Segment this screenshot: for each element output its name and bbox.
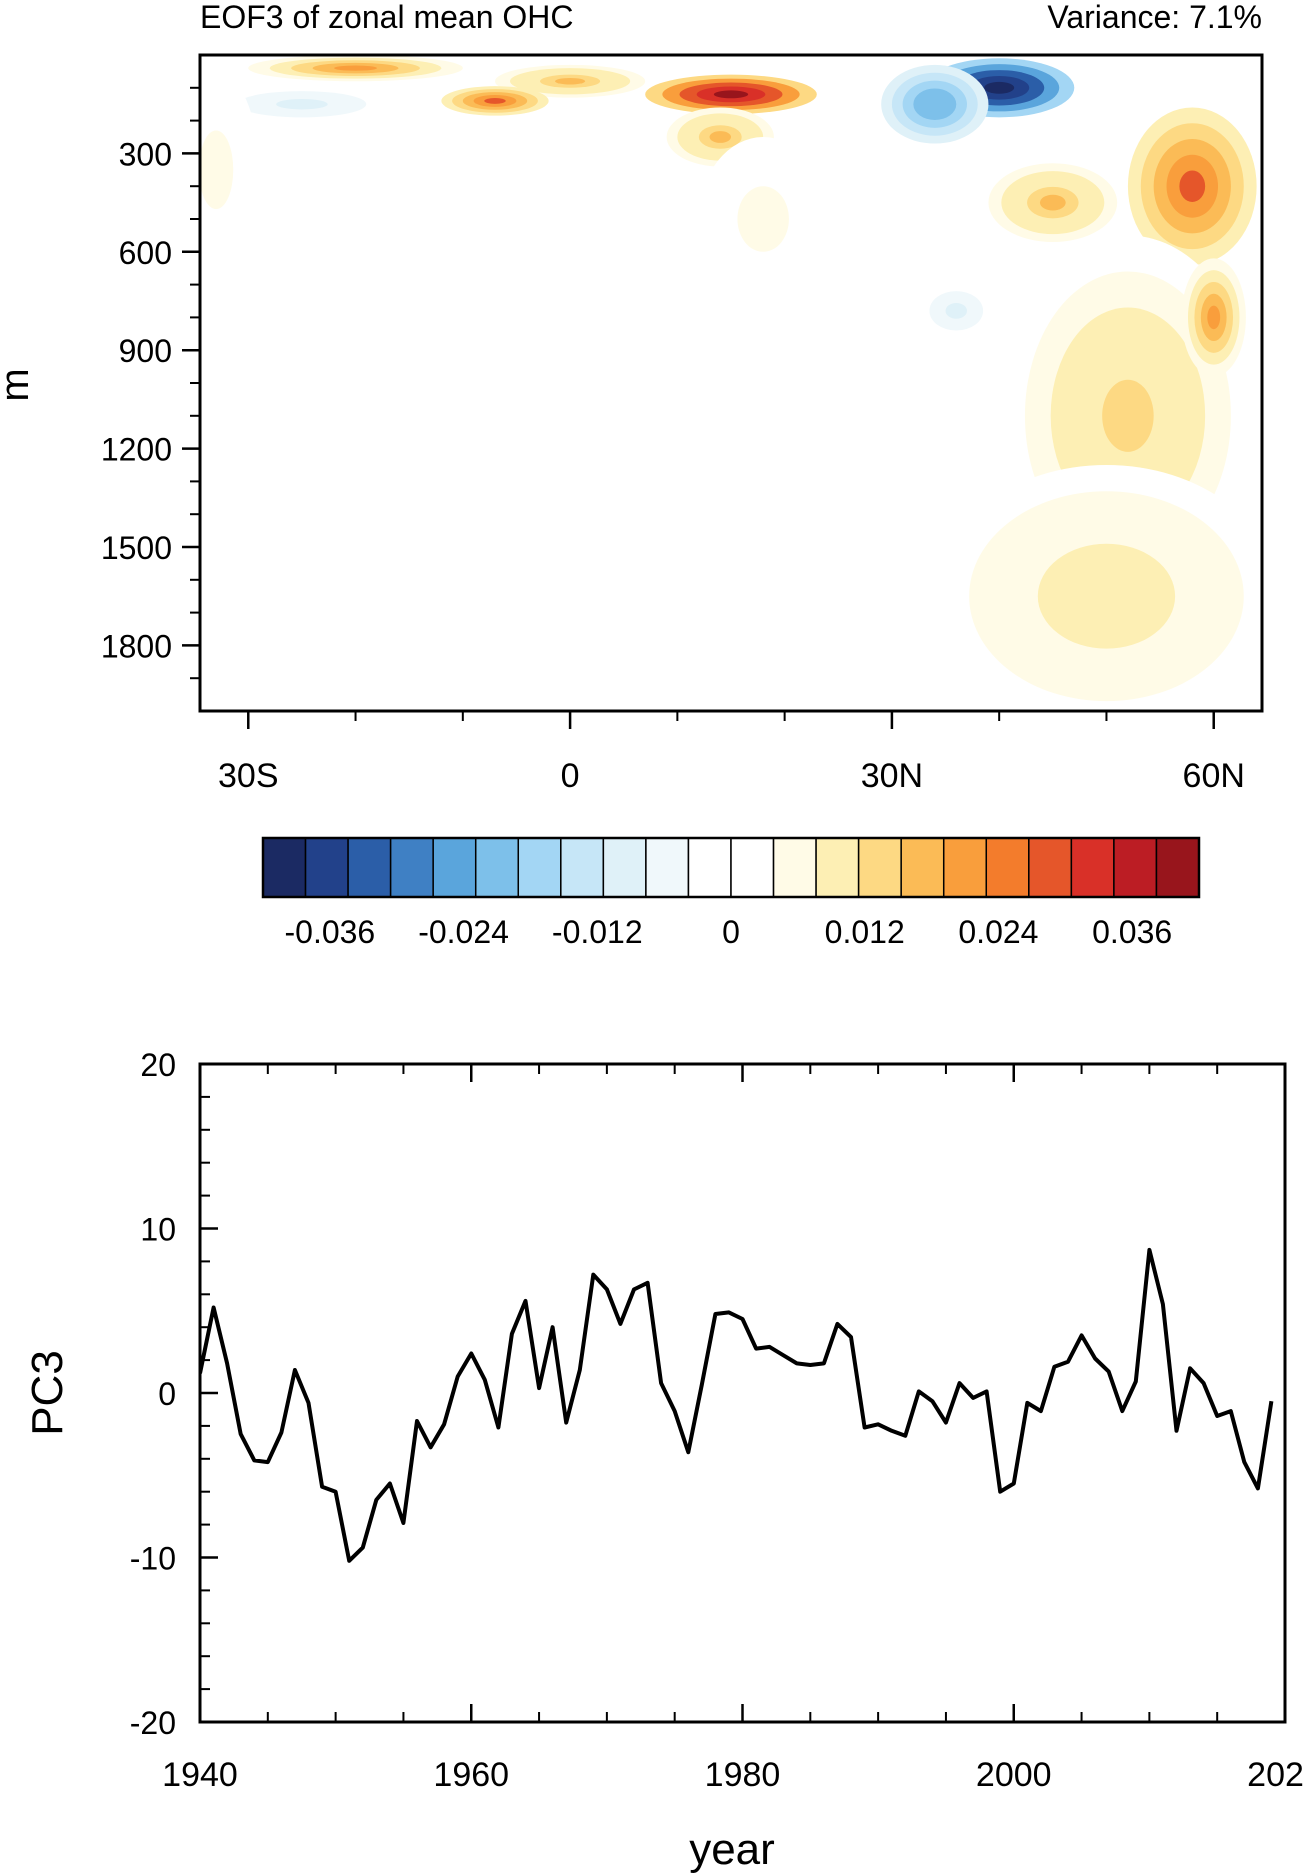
pc-y-tick-label: -10: [130, 1541, 176, 1577]
pc-x-tick-label: 1980: [705, 1756, 781, 1794]
eof-contour-surface-warm-0-4: [555, 77, 586, 85]
eof-x-tick-label: 60N: [1183, 757, 1245, 795]
pc-x-tick-label: 2020: [1247, 1756, 1305, 1794]
colorbar-tick-label: 0: [722, 914, 740, 950]
eof-contour-cold-core-40N-4: [984, 81, 1015, 94]
eof-contour-weak-cold-37N-4: [950, 306, 962, 315]
colorbar-swatch: [602, 837, 647, 898]
colorbar-tick-label: 0.024: [958, 914, 1038, 950]
colorbar-swatch: [1155, 837, 1200, 898]
eof-contour-warm-tongue-15N-4: [709, 131, 731, 143]
eof-contour-warm-east-upper-4: [1179, 170, 1206, 202]
pc3-series-line: [200, 1247, 1274, 1563]
colorbar-swatch: [1070, 837, 1115, 898]
colorbar-frame: [261, 836, 1201, 899]
eof-contour-warm-core-15N-4: [713, 90, 749, 99]
colorbar-swatch: [474, 837, 520, 898]
eof-y-tick-label: 900: [119, 333, 172, 369]
pc-y-tick-label: 20: [140, 1047, 176, 1083]
eof-y-tick-label: 1200: [101, 432, 172, 468]
eof-title: EOF3 of zonal mean OHC: [200, 0, 573, 35]
eof-field: [200, 55, 1262, 711]
colorbar-swatch: [304, 837, 349, 898]
eof-y-tick-label: 600: [119, 235, 172, 271]
eof-x-tick-label: 30N: [861, 757, 923, 795]
colorbar-swatch: [900, 837, 945, 898]
pc-panel: 1940196019802000202020100-10-20 PC3 year: [23, 1047, 1305, 1874]
colorbar-swatch: [432, 837, 477, 898]
colorbar-tick-label: 0.012: [825, 914, 905, 950]
colorbar-swatch: [645, 837, 690, 898]
colorbar: -0.036 -0.024 -0.012 0 0.012 0.024 0.036: [261, 836, 1201, 950]
colorbar-swatch: [985, 837, 1030, 898]
eof-x-tick-label: 0: [561, 757, 580, 795]
eof-contour-warm-60N-800-4: [1207, 305, 1221, 330]
pc-x-axis-label: year: [689, 1825, 775, 1874]
colorbar-swatch: [942, 837, 988, 898]
colorbar-swatch: [1028, 837, 1073, 898]
eof-contour-weak-cold-10S-4: [289, 101, 315, 107]
pc-x-tick-label: 1940: [162, 1756, 238, 1794]
colorbar-tick-label: -0.036: [284, 914, 375, 950]
colorbar-swatch: [687, 837, 732, 898]
eof-variance: Variance: 7.1%: [1047, 0, 1262, 35]
colorbar-tick-label: -0.024: [418, 914, 509, 950]
eof-contour-surface-warm-band-south-4: [334, 65, 377, 71]
colorbar-swatch: [772, 837, 817, 898]
eof-panel: EOF3 of zonal mean OHC Variance: 7.1% 30…: [0, 0, 1264, 795]
eof-y-tick-label: 1500: [101, 530, 172, 566]
pc-y-tick-label: 0: [158, 1376, 176, 1412]
eof-contour-warm-45N-450-4: [1039, 194, 1066, 211]
colorbar-swatch: [560, 837, 605, 898]
pc-x-tick-label: 2000: [976, 1756, 1052, 1794]
colorbar-swatch: [1113, 837, 1158, 898]
pc-y-axis-label: PC3: [23, 1350, 72, 1436]
eof-contour-warm-north-deep-4: [1102, 379, 1154, 452]
eof-contour-weak-warm-30S-4: [207, 150, 225, 190]
pc-x-tick-label: 1960: [433, 1756, 509, 1794]
colorbar-swatch: [815, 837, 860, 898]
eof-contour-warm-10S-4: [484, 97, 506, 104]
eof-contour-warm-north-abyss-4: [1072, 569, 1141, 623]
colorbar-swatch: [389, 837, 434, 898]
colorbar-swatch: [857, 837, 902, 898]
colorbar-swatch: [347, 837, 392, 898]
colorbar-swatch: [262, 837, 307, 898]
pc-y-tick-label: -20: [130, 1705, 176, 1741]
colorbar-swatch: [517, 837, 562, 898]
pc-y-tick-label: 10: [140, 1212, 176, 1248]
colorbar-tick-label: 0.036: [1092, 914, 1172, 950]
eof-x-tick-label: 30S: [218, 757, 279, 795]
pc-plot-frame: [198, 1062, 1287, 1724]
eof-y-tick-label: 1800: [101, 628, 172, 664]
eof-contour-weak-warm-20N-4: [750, 202, 777, 236]
colorbar-swatch: [730, 837, 775, 898]
colorbar-tick-label: -0.012: [552, 914, 643, 950]
eof-y-axis-label: m: [0, 368, 37, 401]
eof-contour-cold-fringe-33N-4: [924, 96, 946, 113]
eof-y-tick-label: 300: [119, 136, 172, 172]
